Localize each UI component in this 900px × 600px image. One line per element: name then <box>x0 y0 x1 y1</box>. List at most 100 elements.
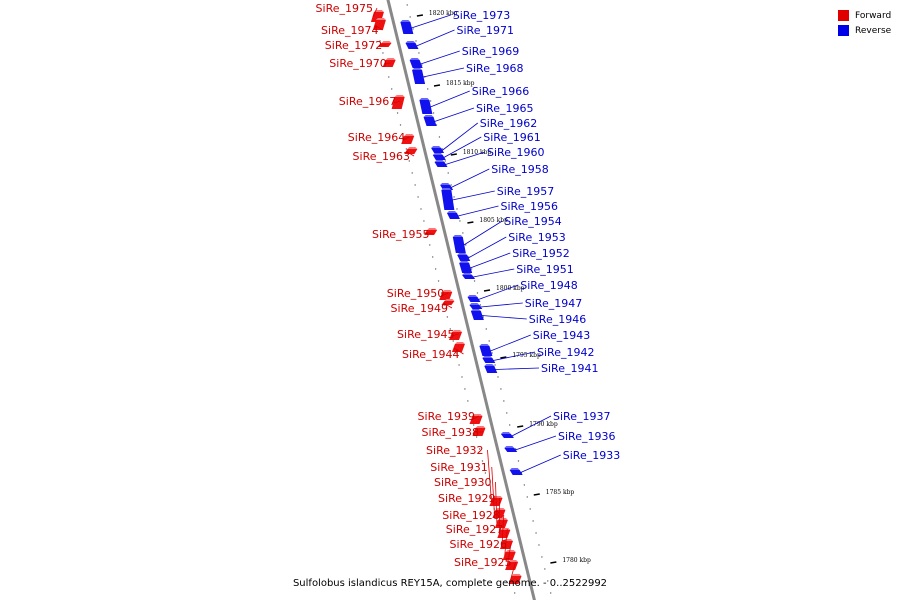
reverse-gene[interactable] <box>423 115 437 126</box>
forward-gene-label[interactable]: SiRe_1932 <box>426 444 483 457</box>
reverse-gene[interactable] <box>500 432 514 438</box>
reverse-gene[interactable] <box>446 211 460 219</box>
reverse-gene[interactable] <box>400 20 414 34</box>
reverse-gene-label[interactable]: SiRe_1943 <box>533 329 590 342</box>
reverse-gene-label[interactable]: SiRe_1946 <box>529 313 586 326</box>
forward-gene-label[interactable]: SiRe_1975 <box>316 2 373 15</box>
genome-title: Sulfolobus islandicus REY15A, complete g… <box>292 578 608 589</box>
reverse-gene-label[interactable]: SiRe_1973 <box>453 9 510 22</box>
forward-gene-label[interactable]: SiRe_1926 <box>450 538 507 551</box>
forward-gene-label[interactable]: SiRe_1931 <box>430 461 487 474</box>
reverse-gene[interactable] <box>432 153 446 160</box>
reverse-gene-label[interactable]: SiRe_1960 <box>487 146 544 159</box>
reverse-leader-line <box>473 268 515 278</box>
track-dot <box>405 148 408 150</box>
reverse-gene-label[interactable]: SiRe_1942 <box>537 346 594 359</box>
forward-gene[interactable] <box>494 518 508 528</box>
forward-gene-label[interactable]: SiRe_1945 <box>397 328 454 341</box>
reverse-gene-label[interactable]: SiRe_1953 <box>508 231 565 244</box>
forward-gene-label[interactable]: SiRe_1929 <box>438 492 495 505</box>
reverse-gene-label[interactable]: SiRe_1957 <box>497 185 554 198</box>
reverse-gene-label[interactable]: SiRe_1958 <box>491 163 548 176</box>
reverse-gene[interactable] <box>419 98 433 114</box>
forward-gene[interactable] <box>500 539 514 549</box>
forward-gene[interactable] <box>449 330 463 340</box>
forward-gene[interactable] <box>469 414 483 424</box>
reverse-gene[interactable] <box>469 303 483 309</box>
forward-gene-label[interactable]: SiRe_1950 <box>387 287 444 300</box>
reverse-gene-label[interactable]: SiRe_1947 <box>525 297 582 310</box>
forward-gene[interactable] <box>391 95 405 109</box>
reverse-gene[interactable] <box>405 41 419 49</box>
gene-top <box>508 560 519 562</box>
reverse-gene-label[interactable]: SiRe_1941 <box>541 362 598 375</box>
gene-top <box>419 98 430 100</box>
reverse-gene-label[interactable]: SiRe_1956 <box>501 200 558 213</box>
reverse-gene[interactable] <box>409 58 423 68</box>
reverse-gene[interactable] <box>509 468 523 475</box>
forward-gene-label[interactable]: SiRe_1927 <box>446 523 503 536</box>
forward-gene-label[interactable]: SiRe_1938 <box>422 426 479 439</box>
forward-gene-label[interactable]: SiRe_1925 <box>454 556 511 569</box>
kbp-tick <box>450 153 457 156</box>
forward-gene-label[interactable]: SiRe_1970 <box>329 57 386 70</box>
genome-axis <box>386 0 536 600</box>
forward-gene-label[interactable]: SiRe_1949 <box>391 302 448 315</box>
gene-top <box>484 364 495 366</box>
reverse-gene[interactable] <box>462 273 476 279</box>
reverse-gene-label[interactable]: SiRe_1952 <box>512 247 569 260</box>
reverse-gene-label[interactable]: SiRe_1968 <box>466 62 523 75</box>
forward-gene[interactable] <box>492 508 506 518</box>
gene-top <box>423 115 434 117</box>
reverse-gene[interactable] <box>441 188 455 210</box>
forward-gene-label[interactable]: SiRe_1939 <box>418 410 475 423</box>
forward-gene-label[interactable]: SiRe_1963 <box>353 150 410 163</box>
reverse-gene-label[interactable]: SiRe_1933 <box>563 449 620 462</box>
reverse-gene-label[interactable]: SiRe_1954 <box>504 215 561 228</box>
reverse-gene-label[interactable]: SiRe_1937 <box>553 410 610 423</box>
forward-gene-label[interactable]: SiRe_1928 <box>442 509 499 522</box>
reverse-gene[interactable] <box>434 160 448 167</box>
forward-gene[interactable] <box>404 147 418 154</box>
reverse-gene[interactable] <box>467 295 481 302</box>
forward-gene[interactable] <box>372 18 386 30</box>
kbp-tick <box>533 493 540 496</box>
forward-gene-label[interactable]: SiRe_1930 <box>434 476 491 489</box>
reverse-gene[interactable] <box>412 68 426 84</box>
reverse-gene[interactable] <box>479 344 493 356</box>
forward-gene[interactable] <box>401 134 415 144</box>
gene-top <box>440 183 451 185</box>
reverse-gene[interactable] <box>457 253 471 261</box>
reverse-gene[interactable] <box>470 309 484 320</box>
gene-face <box>482 358 496 363</box>
track-dot <box>475 436 478 438</box>
reverse-gene-label[interactable]: SiRe_1948 <box>520 279 577 292</box>
forward-gene[interactable] <box>451 342 465 352</box>
forward-gene-label[interactable]: SiRe_1955 <box>372 228 429 241</box>
reverse-gene-label[interactable]: SiRe_1971 <box>457 24 514 37</box>
reverse-gene-label[interactable]: SiRe_1936 <box>558 430 615 443</box>
forward-gene[interactable] <box>424 228 438 235</box>
reverse-gene-label[interactable]: SiRe_1965 <box>476 102 533 115</box>
forward-gene[interactable] <box>508 574 522 584</box>
forward-leader-line <box>495 481 498 525</box>
forward-gene-label[interactable]: SiRe_1972 <box>325 39 382 52</box>
reverse-gene[interactable] <box>484 364 498 373</box>
reverse-gene-label[interactable]: SiRe_1969 <box>462 45 519 58</box>
reverse-gene[interactable] <box>431 146 445 153</box>
reverse-gene[interactable] <box>459 261 473 273</box>
forward-gene-label[interactable]: SiRe_1974 <box>321 24 378 37</box>
reverse-gene-label[interactable]: SiRe_1966 <box>472 85 529 98</box>
forward-gene-label[interactable]: SiRe_1967 <box>339 95 396 108</box>
forward-gene-label[interactable]: SiRe_1964 <box>348 131 405 144</box>
reverse-gene[interactable] <box>504 446 518 452</box>
track-dot <box>432 112 435 114</box>
reverse-gene[interactable] <box>452 235 466 253</box>
reverse-gene-label[interactable]: SiRe_1961 <box>483 131 540 144</box>
reverse-gene-label[interactable]: SiRe_1962 <box>480 117 537 130</box>
reverse-gene-label[interactable]: SiRe_1951 <box>516 263 573 276</box>
forward-gene[interactable] <box>439 290 453 300</box>
forward-gene-label[interactable]: SiRe_1944 <box>402 348 459 361</box>
reverse-gene[interactable] <box>482 356 496 363</box>
